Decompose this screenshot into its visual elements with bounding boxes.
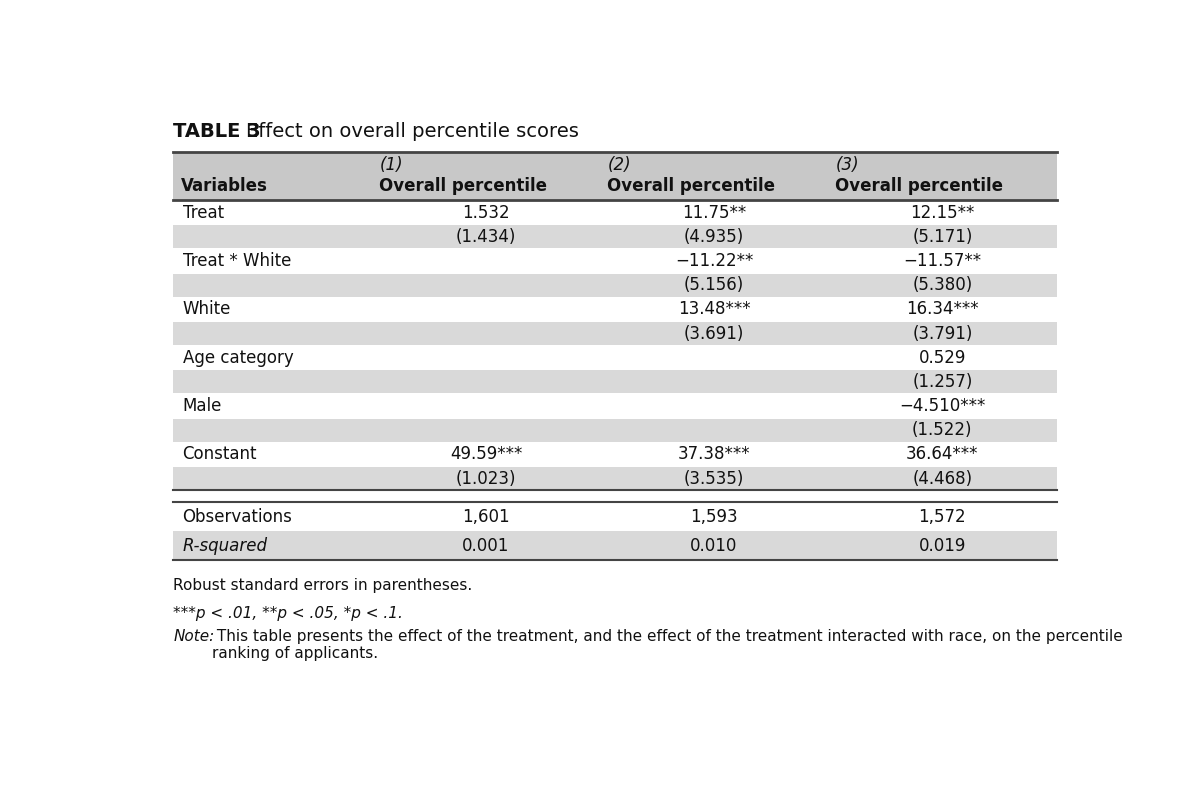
Text: (3.535): (3.535): [684, 469, 744, 487]
Text: Variables: Variables: [181, 177, 268, 195]
Bar: [173, 531, 1057, 560]
Bar: [173, 418, 1057, 442]
Text: R-squared: R-squared: [182, 537, 268, 555]
Bar: [173, 225, 1057, 248]
Text: 0.529: 0.529: [919, 349, 966, 367]
Text: (5.171): (5.171): [912, 228, 972, 246]
Text: Treat * White: Treat * White: [182, 252, 290, 270]
Text: 37.38***: 37.38***: [678, 445, 750, 463]
Text: ***p < .01, **p < .05, *p < .1.: ***p < .01, **p < .05, *p < .1.: [173, 605, 403, 621]
Text: (1.522): (1.522): [912, 422, 972, 440]
Bar: [173, 322, 1057, 345]
Text: Observations: Observations: [182, 508, 293, 526]
Text: Constant: Constant: [182, 445, 257, 463]
Text: (1.023): (1.023): [456, 469, 516, 487]
Text: (1.434): (1.434): [456, 228, 516, 246]
Bar: [173, 152, 1057, 200]
Text: (3): (3): [835, 156, 859, 174]
Text: Note:: Note:: [173, 629, 215, 644]
Text: 16.34***: 16.34***: [906, 301, 979, 319]
Text: 11.75**: 11.75**: [682, 203, 746, 221]
Text: (4.468): (4.468): [912, 469, 972, 487]
Bar: [173, 502, 1057, 531]
Text: TABLE 3: TABLE 3: [173, 122, 260, 141]
Bar: [173, 297, 1057, 322]
Text: Robust standard errors in parentheses.: Robust standard errors in parentheses.: [173, 579, 473, 593]
Bar: [173, 274, 1057, 297]
Text: (3.691): (3.691): [684, 324, 744, 342]
Text: 36.64***: 36.64***: [906, 445, 978, 463]
Bar: [173, 393, 1057, 418]
Bar: [173, 248, 1057, 274]
Text: 49.59***: 49.59***: [450, 445, 522, 463]
Text: Male: Male: [182, 397, 222, 415]
Text: (3.791): (3.791): [912, 324, 972, 342]
Text: 12.15**: 12.15**: [910, 203, 974, 221]
Text: 13.48***: 13.48***: [678, 301, 750, 319]
Text: 1.532: 1.532: [462, 203, 510, 221]
Text: (1.257): (1.257): [912, 373, 972, 391]
Text: Overall percentile: Overall percentile: [607, 177, 775, 195]
Text: White: White: [182, 301, 230, 319]
Text: (1): (1): [379, 156, 403, 174]
Text: (5.380): (5.380): [912, 276, 972, 294]
Text: Overall percentile: Overall percentile: [379, 177, 547, 195]
Text: Age category: Age category: [182, 349, 293, 367]
Text: −11.22**: −11.22**: [674, 252, 754, 270]
Text: 1,593: 1,593: [690, 508, 738, 526]
Bar: [173, 371, 1057, 393]
Bar: [173, 200, 1057, 225]
Bar: [173, 345, 1057, 371]
Text: −4.510***: −4.510***: [899, 397, 985, 415]
Text: 0.001: 0.001: [462, 537, 510, 555]
Text: Effect on overall percentile scores: Effect on overall percentile scores: [246, 122, 578, 141]
Text: −11.57**: −11.57**: [904, 252, 982, 270]
Text: (5.156): (5.156): [684, 276, 744, 294]
Bar: [173, 467, 1057, 490]
Text: 0.010: 0.010: [690, 537, 738, 555]
Text: 0.019: 0.019: [919, 537, 966, 555]
Text: (2): (2): [607, 156, 631, 174]
Text: Overall percentile: Overall percentile: [835, 177, 1003, 195]
Bar: [173, 442, 1057, 467]
Text: Treat: Treat: [182, 203, 223, 221]
Text: 1,572: 1,572: [918, 508, 966, 526]
Text: 1,601: 1,601: [462, 508, 510, 526]
Text: This table presents the effect of the treatment, and the effect of the treatment: This table presents the effect of the tr…: [212, 629, 1123, 661]
Text: (4.935): (4.935): [684, 228, 744, 246]
